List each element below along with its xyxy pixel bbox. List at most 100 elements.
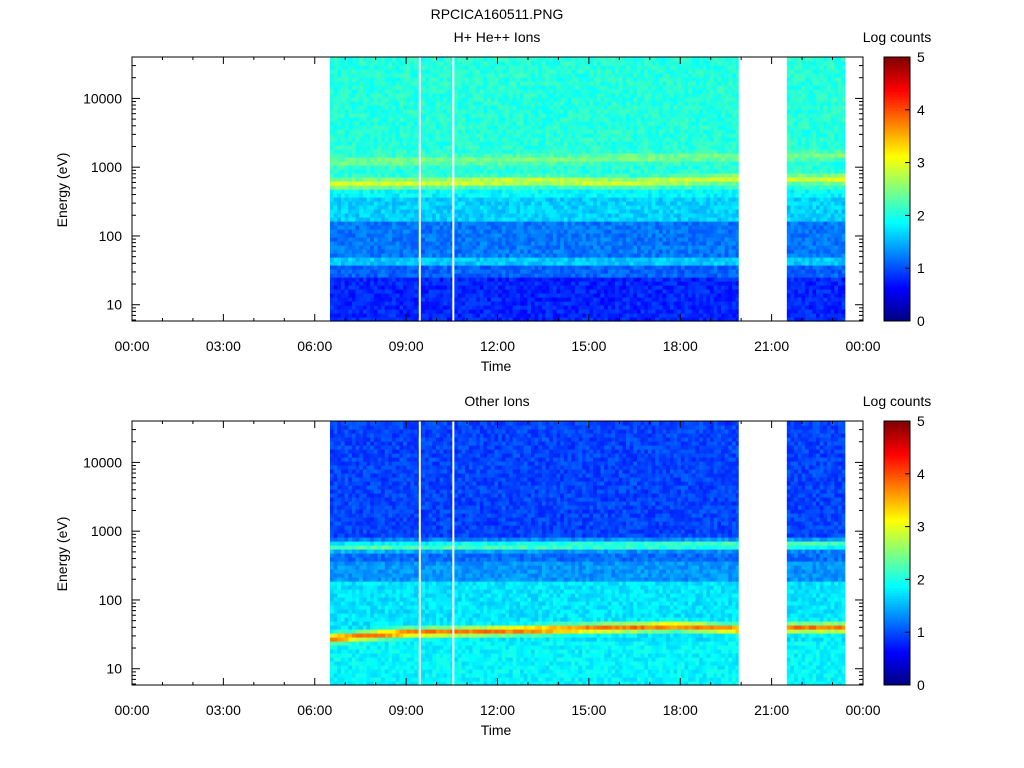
spectrogram-cell	[435, 161, 441, 166]
spectrogram-cell	[348, 157, 353, 162]
spectrogram-cell	[600, 297, 605, 302]
spectrogram-cell	[571, 269, 576, 274]
spectrogram-cell	[446, 97, 452, 102]
spectrogram-cell	[333, 69, 338, 74]
spectrogram-cell	[395, 137, 401, 142]
spectrogram-cell	[479, 77, 485, 82]
spectrogram-cell	[545, 229, 550, 234]
spectrogram-cell	[428, 217, 433, 222]
spectrogram-cell	[457, 261, 463, 266]
spectrogram-cell	[362, 81, 368, 86]
spectrogram-cell	[425, 233, 430, 238]
spectrogram-cell	[545, 61, 550, 66]
spectrogram-cell	[494, 133, 499, 138]
spectrogram-cell	[578, 249, 583, 254]
spectrogram-cell	[337, 213, 342, 218]
spectrogram-cell	[593, 261, 598, 266]
spectrogram-cell	[384, 117, 390, 122]
spectrogram-cell	[596, 129, 602, 134]
spectrogram-cell	[582, 125, 587, 130]
spectrogram-cell	[494, 317, 499, 322]
spectrogram-cell	[512, 261, 517, 266]
spectrogram-cell	[366, 225, 371, 230]
spectrogram-cell	[443, 181, 448, 186]
spectrogram-cell	[381, 101, 386, 106]
spectrogram-cell	[541, 129, 547, 134]
spectrogram-cell	[549, 149, 554, 154]
spectrogram-cell	[340, 281, 346, 286]
spectrogram-cell	[414, 93, 419, 98]
spectrogram-cell	[604, 185, 609, 190]
spectrogram-cell	[388, 189, 393, 194]
spectrogram-cell	[443, 289, 448, 294]
spectrogram-cell	[351, 73, 357, 78]
spectrogram-cell	[351, 257, 357, 262]
spectrogram-cell	[494, 73, 499, 78]
spectrogram-cell	[446, 209, 452, 214]
spectrogram-cell	[381, 297, 386, 302]
spectrogram-cell	[432, 313, 437, 318]
spectrogram-cell	[454, 289, 459, 294]
spectrogram-cell	[498, 137, 503, 142]
spectrogram-cell	[406, 241, 411, 246]
spectrogram-cell	[457, 149, 463, 154]
spectrogram-cell	[479, 125, 485, 130]
spectrogram-cell	[410, 77, 415, 82]
spectrogram-cell	[571, 65, 576, 70]
spectrogram-cell	[454, 133, 459, 138]
spectrogram-cell	[465, 169, 470, 174]
spectrogram-cell	[523, 109, 528, 114]
spectrogram-cell	[585, 217, 591, 222]
spectrogram-cell	[348, 209, 353, 214]
spectrogram-cell	[465, 161, 470, 166]
spectrogram-cell	[351, 89, 357, 94]
spectrogram-cell	[340, 317, 346, 322]
spectrogram-cell	[370, 265, 375, 270]
spectrogram-cell	[487, 301, 492, 306]
spectrogram-cell	[457, 101, 463, 106]
spectrogram-cell	[509, 57, 514, 62]
spectrogram-cell	[381, 181, 386, 186]
spectrogram-cell	[355, 105, 360, 110]
spectrogram-cell	[593, 237, 598, 242]
spectrogram-cell	[476, 277, 481, 282]
spectrogram-cell	[582, 249, 587, 254]
spectrogram-cell	[329, 261, 335, 266]
spectrogram-cell	[428, 221, 433, 226]
spectrogram-cell	[571, 289, 576, 294]
spectrogram-cell	[560, 137, 565, 142]
spectrogram-cell	[329, 81, 335, 86]
spectrogram-cell	[545, 249, 550, 254]
spectrogram-cell	[348, 65, 353, 70]
spectrogram-cell	[381, 249, 386, 254]
spectrogram-cell	[425, 229, 430, 234]
spectrogram-cell	[552, 245, 558, 250]
spectrogram-cell	[399, 137, 404, 142]
spectrogram-cell	[337, 269, 342, 274]
spectrogram-cell	[388, 181, 393, 186]
spectrogram-cell	[483, 85, 488, 90]
spectrogram-cell	[501, 105, 507, 110]
spectrogram-cell	[520, 253, 525, 258]
spectrogram-cell	[377, 109, 382, 114]
spectrogram-cell	[351, 101, 357, 106]
spectrogram-cell	[384, 69, 390, 74]
spectrogram-cell	[428, 61, 433, 66]
spectrogram-cell	[574, 121, 580, 126]
spectrogram-cell	[531, 317, 536, 322]
spectrogram-cell	[425, 113, 430, 118]
spectrogram-cell	[344, 233, 349, 238]
spectrogram-cell	[381, 237, 386, 242]
spectrogram-cell	[439, 265, 444, 270]
spectrogram-cell	[549, 249, 554, 254]
spectrogram-cell	[428, 121, 433, 126]
spectrogram-cell	[534, 265, 539, 270]
spectrogram-cell	[527, 161, 532, 166]
spectrogram-cell	[567, 297, 572, 302]
spectrogram-cell	[523, 209, 528, 214]
spectrogram-cell	[414, 317, 419, 322]
spectrogram-cell	[366, 261, 371, 266]
spectrogram-cell	[520, 281, 525, 286]
spectrogram-cell	[435, 285, 441, 290]
spectrogram-cell	[373, 197, 379, 202]
